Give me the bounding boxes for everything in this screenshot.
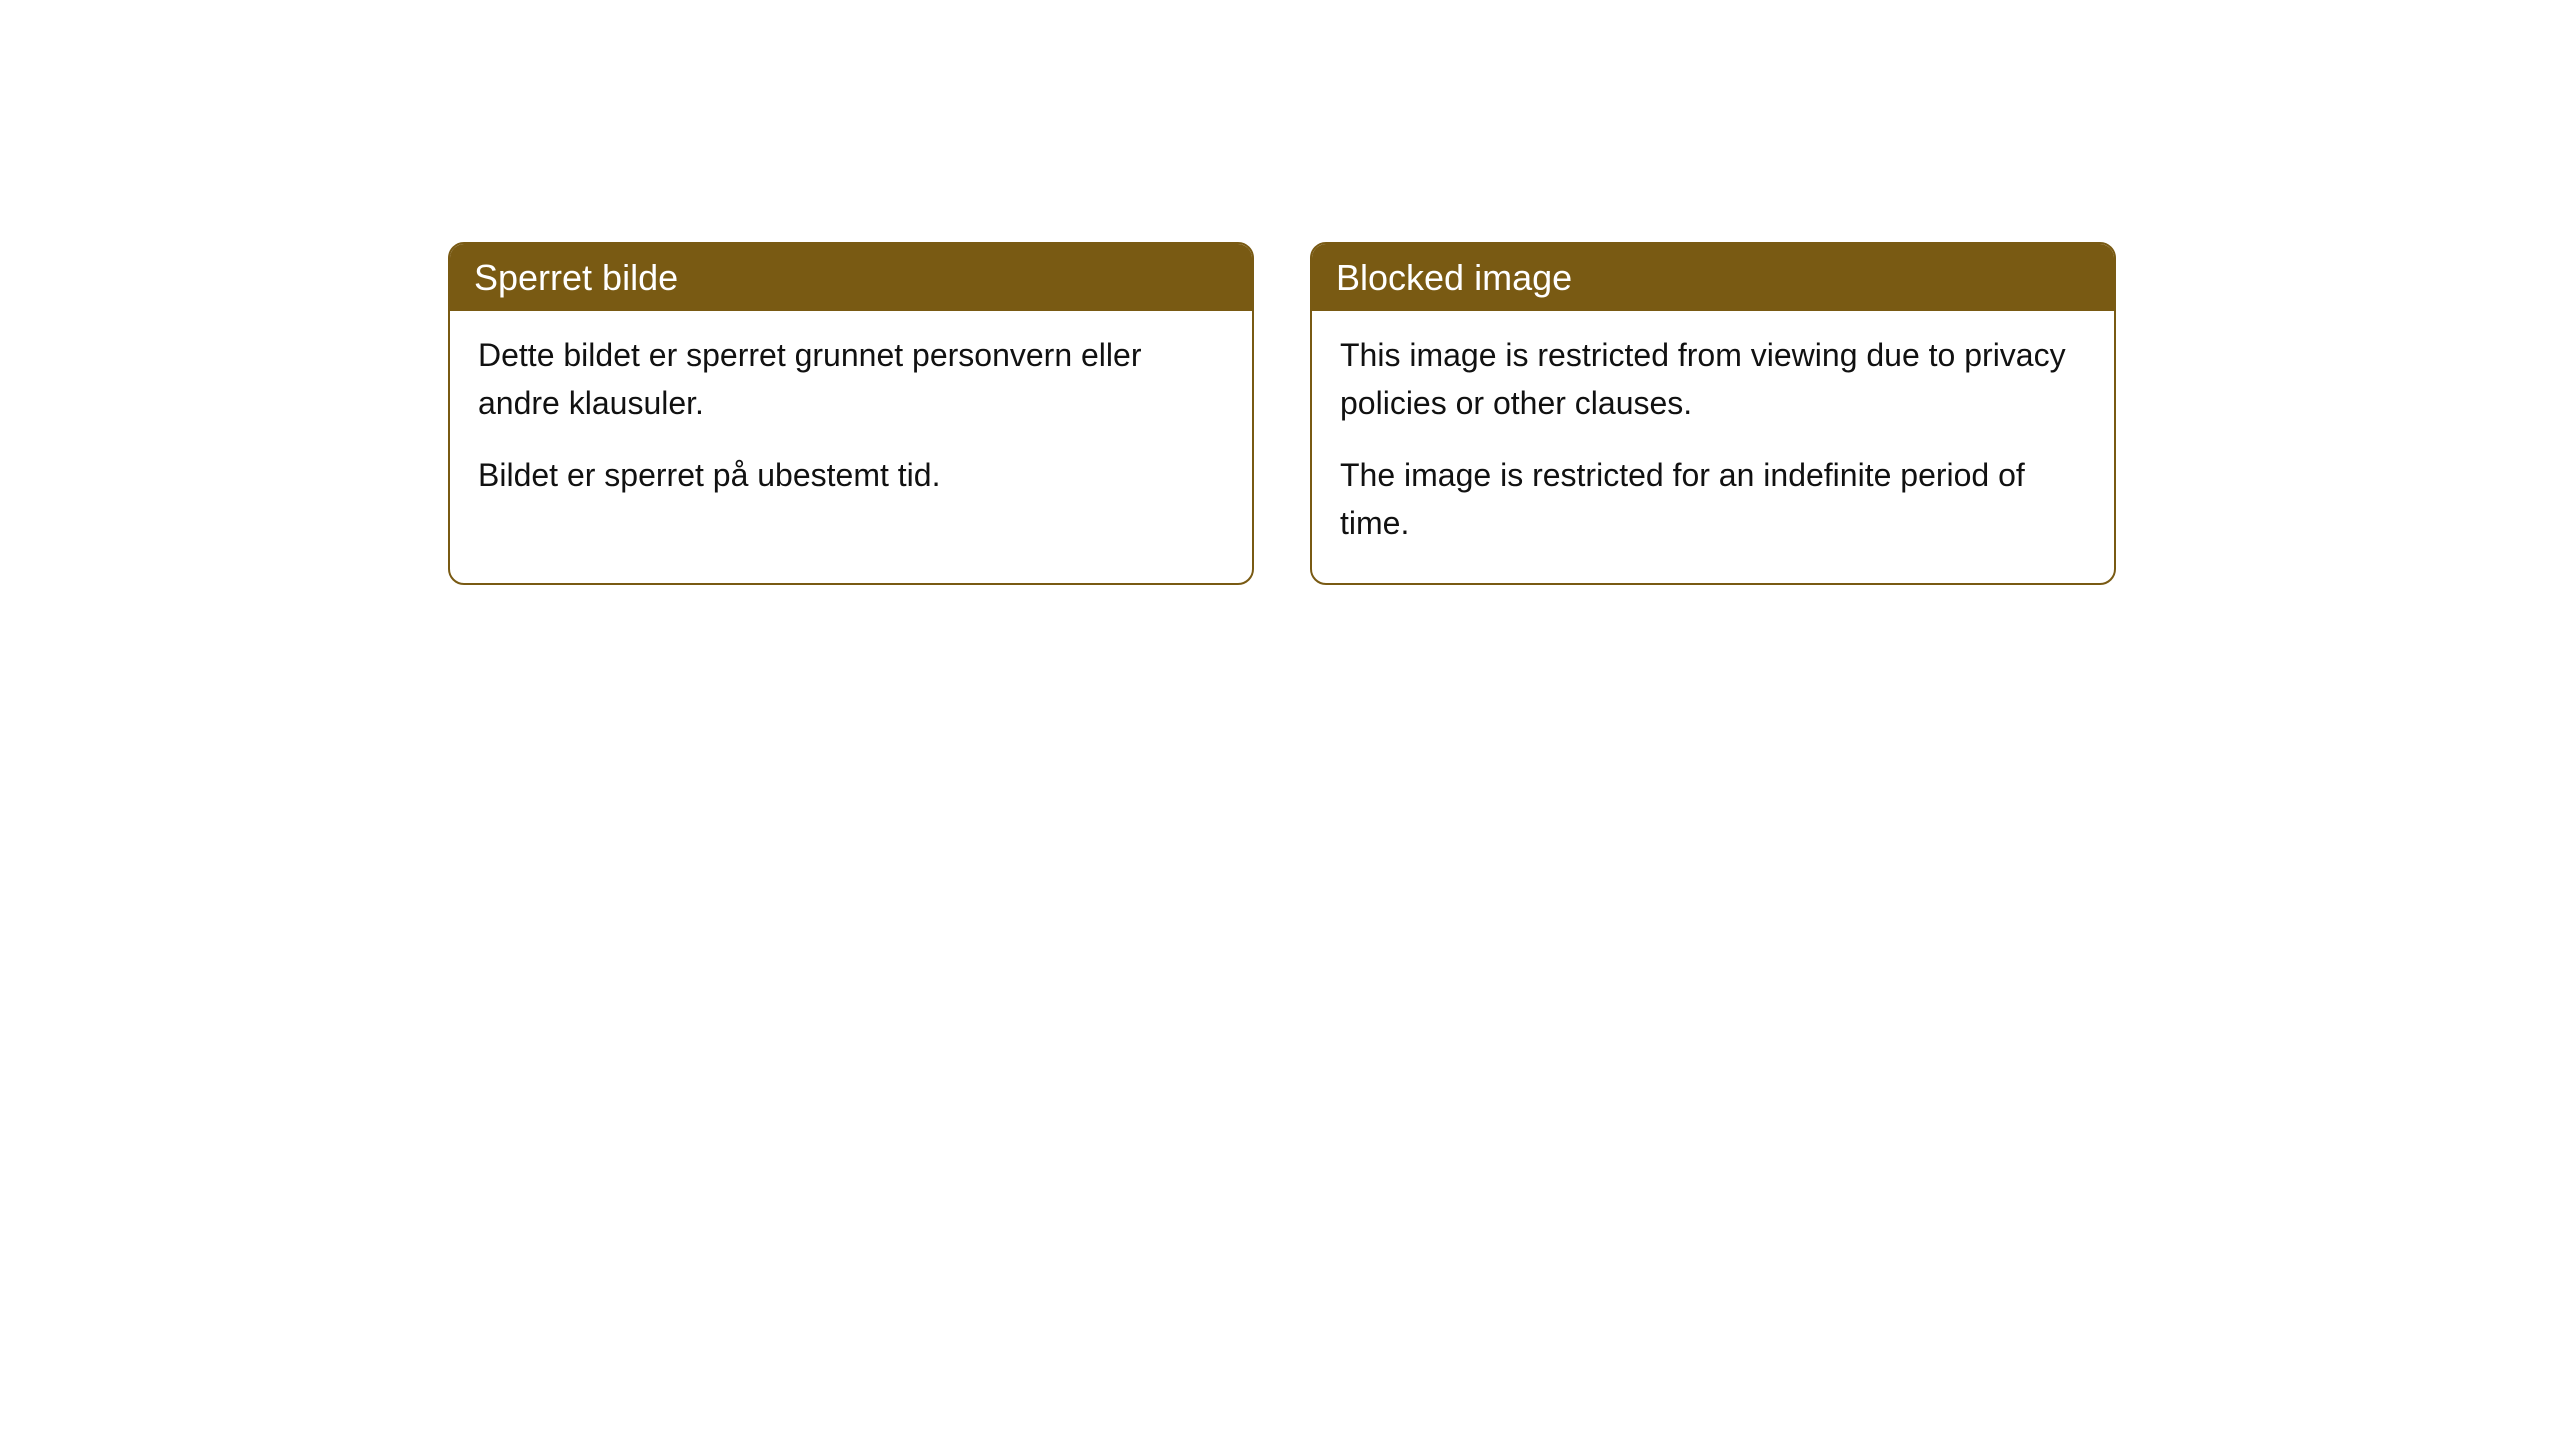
notice-paragraph: This image is restricted from viewing du… xyxy=(1340,331,2086,427)
notice-paragraph: Dette bildet er sperret grunnet personve… xyxy=(478,331,1224,427)
notice-cards-container: Sperret bilde Dette bildet er sperret gr… xyxy=(448,242,2116,585)
notice-paragraph: Bildet er sperret på ubestemt tid. xyxy=(478,451,1224,499)
notice-body-english: This image is restricted from viewing du… xyxy=(1312,311,2114,583)
notice-header-english: Blocked image xyxy=(1312,244,2114,311)
notice-paragraph: The image is restricted for an indefinit… xyxy=(1340,451,2086,547)
notice-card-norwegian: Sperret bilde Dette bildet er sperret gr… xyxy=(448,242,1254,585)
notice-card-english: Blocked image This image is restricted f… xyxy=(1310,242,2116,585)
notice-header-norwegian: Sperret bilde xyxy=(450,244,1252,311)
notice-body-norwegian: Dette bildet er sperret grunnet personve… xyxy=(450,311,1252,535)
